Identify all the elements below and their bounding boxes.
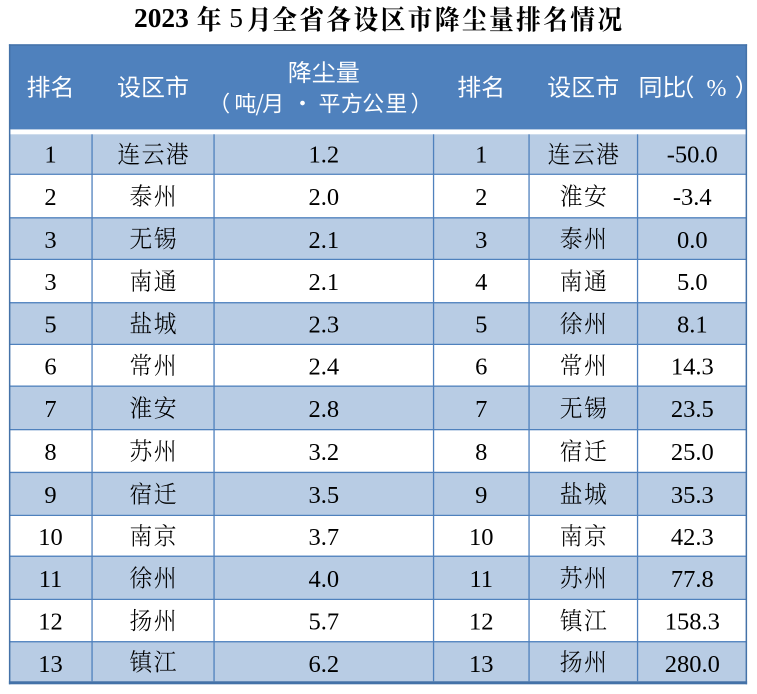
svg-text:7: 7 — [475, 396, 487, 423]
svg-text:8.1: 8.1 — [677, 312, 708, 339]
svg-text:2: 2 — [475, 184, 487, 211]
svg-text:6: 6 — [475, 353, 487, 380]
svg-text:11: 11 — [39, 566, 63, 593]
svg-text:9: 9 — [44, 482, 56, 509]
svg-text:158.3: 158.3 — [665, 609, 720, 636]
svg-text:11: 11 — [469, 566, 493, 593]
svg-text:8: 8 — [44, 439, 56, 466]
svg-text:%: % — [707, 76, 727, 102]
svg-text:2.1: 2.1 — [308, 227, 339, 254]
svg-text:14.3: 14.3 — [671, 353, 714, 380]
svg-text:2.8: 2.8 — [308, 396, 339, 423]
svg-text:-50.0: -50.0 — [667, 142, 718, 169]
svg-text:3.2: 3.2 — [308, 439, 339, 466]
svg-text:6.2: 6.2 — [308, 651, 339, 678]
svg-text:23.5: 23.5 — [671, 396, 714, 423]
svg-text:12: 12 — [38, 609, 63, 636]
svg-text:77.8: 77.8 — [671, 566, 714, 593]
svg-text:8: 8 — [475, 439, 487, 466]
svg-text:-3.4: -3.4 — [673, 184, 712, 211]
svg-text:3.7: 3.7 — [308, 524, 339, 551]
svg-text:2.1: 2.1 — [308, 269, 339, 296]
svg-text:9: 9 — [475, 482, 487, 509]
svg-text:0.0: 0.0 — [677, 227, 708, 254]
svg-text:5.7: 5.7 — [308, 609, 339, 636]
svg-text:2.4: 2.4 — [308, 353, 339, 380]
svg-text:12: 12 — [469, 609, 494, 636]
svg-text:5: 5 — [229, 3, 243, 33]
svg-text:25.0: 25.0 — [671, 439, 714, 466]
svg-text:1: 1 — [475, 142, 487, 169]
svg-text:13: 13 — [469, 651, 494, 678]
svg-text:5: 5 — [475, 312, 487, 339]
svg-text:4: 4 — [475, 269, 487, 296]
svg-text:1: 1 — [44, 142, 56, 169]
svg-text:2.3: 2.3 — [308, 312, 339, 339]
svg-text:35.3: 35.3 — [671, 482, 714, 509]
svg-text:4.0: 4.0 — [308, 566, 339, 593]
svg-text:3: 3 — [475, 227, 487, 254]
svg-text:10: 10 — [38, 524, 63, 551]
svg-text:10: 10 — [469, 524, 494, 551]
svg-text:5: 5 — [44, 312, 56, 339]
svg-text:280.0: 280.0 — [665, 651, 720, 678]
svg-text:1.2: 1.2 — [308, 142, 339, 169]
svg-text:5.0: 5.0 — [677, 269, 708, 296]
svg-text:7: 7 — [44, 396, 56, 423]
svg-text:13: 13 — [38, 651, 63, 678]
svg-text:2: 2 — [44, 184, 56, 211]
svg-text:2.0: 2.0 — [308, 184, 339, 211]
svg-text:2023: 2023 — [134, 3, 189, 33]
svg-text:42.3: 42.3 — [671, 524, 714, 551]
svg-text:6: 6 — [44, 353, 56, 380]
svg-text:3: 3 — [44, 227, 56, 254]
svg-text:3: 3 — [44, 269, 56, 296]
svg-text:3.5: 3.5 — [308, 482, 339, 509]
